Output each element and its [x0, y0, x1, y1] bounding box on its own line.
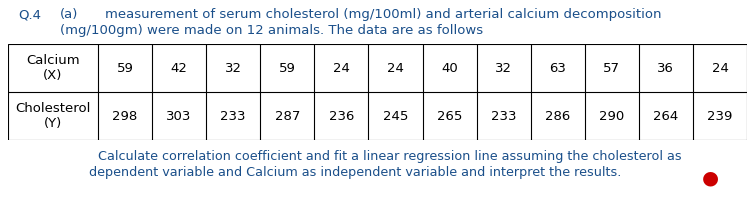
Text: 233: 233 [220, 109, 246, 123]
Text: 290: 290 [599, 109, 624, 123]
Text: ●: ● [701, 168, 719, 187]
Text: 63: 63 [550, 62, 566, 74]
Text: 57: 57 [603, 62, 621, 74]
Text: 245: 245 [383, 109, 408, 123]
Text: measurement of serum cholesterol (mg/100ml) and arterial calcium decomposition: measurement of serum cholesterol (mg/100… [105, 8, 661, 21]
Text: 233: 233 [491, 109, 516, 123]
Text: Cholesterol
(Y): Cholesterol (Y) [15, 102, 91, 130]
Text: 59: 59 [116, 62, 134, 74]
Text: 265: 265 [437, 109, 462, 123]
Text: Calcium
(X): Calcium (X) [26, 53, 80, 83]
Text: 32: 32 [495, 62, 512, 74]
Text: Q.4: Q.4 [18, 8, 41, 21]
Text: 287: 287 [275, 109, 300, 123]
Text: 42: 42 [171, 62, 187, 74]
Text: (a): (a) [60, 8, 79, 21]
Text: 36: 36 [658, 62, 674, 74]
Text: 264: 264 [653, 109, 679, 123]
Text: 298: 298 [112, 109, 137, 123]
Text: 24: 24 [333, 62, 350, 74]
Text: 32: 32 [225, 62, 242, 74]
Text: 236: 236 [328, 109, 354, 123]
Text: dependent variable and Calcium as independent variable and interpret the results: dependent variable and Calcium as indepe… [89, 166, 621, 179]
Text: 286: 286 [545, 109, 570, 123]
Text: 40: 40 [441, 62, 458, 74]
Text: 239: 239 [707, 109, 732, 123]
Text: 24: 24 [711, 62, 729, 74]
Text: 59: 59 [279, 62, 296, 74]
Text: Calculate correlation coefficient and fit a linear regression line assuming the : Calculate correlation coefficient and fi… [98, 150, 682, 163]
Text: (mg/100gm) were made on 12 animals. The data are as follows: (mg/100gm) were made on 12 animals. The … [60, 24, 483, 37]
Text: 303: 303 [166, 109, 192, 123]
Text: 24: 24 [387, 62, 404, 74]
